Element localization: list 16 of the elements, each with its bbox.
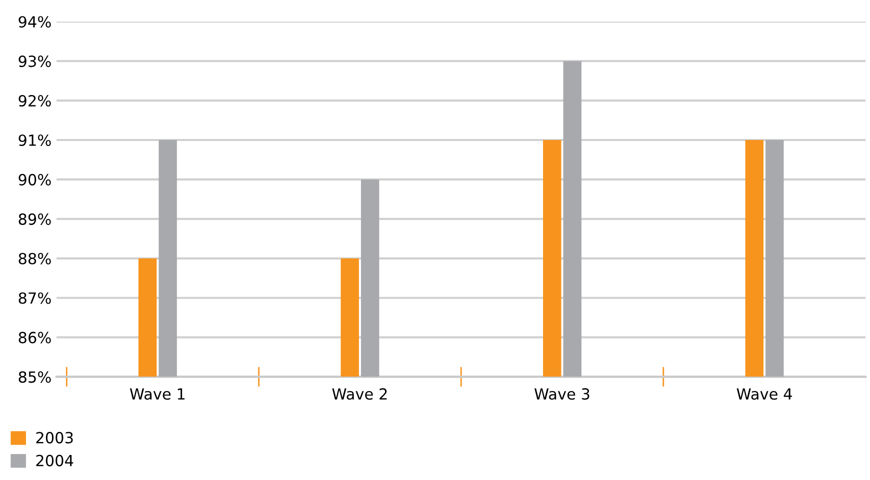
y-tick-label: 94% [18, 16, 51, 28]
y-tick-label: 85% [18, 371, 51, 383]
y-tick-label: 89% [18, 213, 51, 225]
x-tick-label: Wave 2 [332, 388, 387, 400]
y-tick-label: 92% [18, 95, 51, 107]
legend-label: 2004 [36, 454, 74, 466]
y-tick-label: 93% [18, 56, 51, 68]
legend-label: 2003 [36, 432, 73, 444]
y-tick-label: 91% [18, 134, 51, 146]
x-tick-label: Wave 4 [736, 388, 792, 400]
x-tick-label: Wave 1 [130, 388, 185, 400]
y-tick-label: 88% [18, 252, 51, 264]
x-tick-label: Wave 3 [534, 388, 590, 400]
y-tick-label: 90% [18, 174, 51, 186]
y-tick-label: 86% [18, 332, 51, 344]
y-tick-label: 87% [18, 292, 51, 304]
